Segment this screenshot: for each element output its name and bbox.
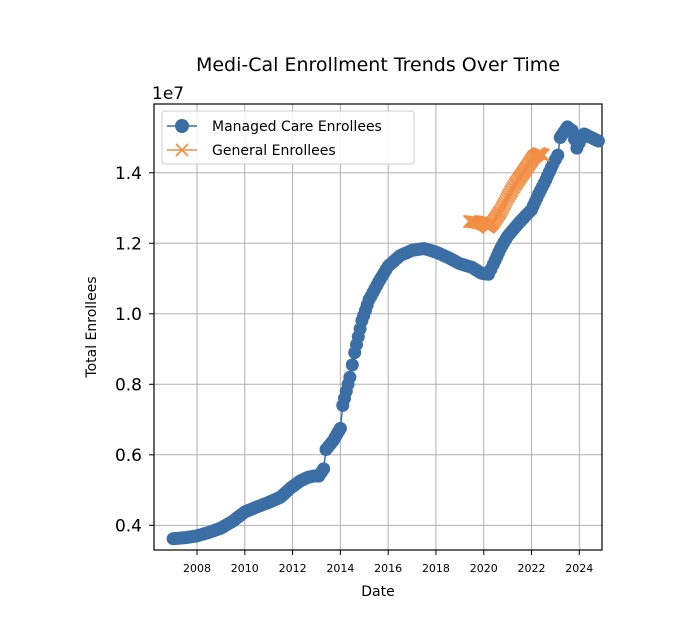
- x-tick-label: 2024: [565, 562, 593, 575]
- x-tick-label: 2020: [470, 562, 498, 575]
- legend-box: [161, 110, 415, 165]
- legend-marker-x: [175, 143, 189, 157]
- x-tick-label: 2014: [326, 562, 354, 575]
- x-tick-label: 2016: [374, 562, 402, 575]
- general-point: [536, 148, 551, 162]
- legend-label-managed-care: Managed Care Enrollees: [212, 119, 382, 135]
- series-managed-care: [166, 120, 605, 546]
- x-axis-label: Date: [361, 584, 394, 600]
- tick-labels: 2008 2010 2012 2014 2016 2018 2020 2022 2024 0.4 0…: [115, 164, 593, 575]
- managed-care-point: [591, 134, 605, 148]
- series-layer: [166, 120, 605, 546]
- series-general: [462, 146, 551, 234]
- y-tick-label: 1.4: [115, 164, 142, 184]
- x-tick-label: 2010: [231, 562, 259, 575]
- legend-label-general: General Enrollees: [212, 143, 336, 159]
- plot-area-border: [153, 103, 603, 551]
- managed-care-point: [333, 421, 347, 435]
- legend-item-managed-care: Managed Care Enrollees: [167, 119, 382, 135]
- grid-lines: [154, 104, 602, 550]
- chart-title: Medi-Cal Enrollment Trends Over Time: [196, 54, 560, 76]
- tick-marks: [149, 172, 580, 555]
- x-tick-label: 2008: [183, 562, 211, 575]
- legend-marker-circle: [175, 119, 189, 133]
- y-axis-offset-label: 1e7: [152, 84, 184, 104]
- x-tick-label: 2022: [518, 562, 546, 575]
- x-tick-label: 2012: [279, 562, 307, 575]
- managed-care-point: [317, 462, 331, 476]
- y-tick-label: 1.2: [115, 234, 142, 254]
- y-tick-label: 0.6: [115, 446, 142, 466]
- legend-item-general: General Enrollees: [167, 143, 336, 159]
- x-tick-label: 2018: [422, 562, 450, 575]
- legend: Managed Care Enrollees General Enrollees: [161, 110, 415, 165]
- y-axis-label: Total Enrollees: [84, 276, 100, 378]
- y-tick-label: 0.8: [115, 375, 142, 395]
- managed-care-point: [345, 358, 359, 372]
- managed-care-point: [551, 148, 565, 162]
- y-tick-label: 0.4: [115, 516, 142, 536]
- y-tick-label: 1.0: [115, 305, 142, 325]
- managed-care-point: [343, 370, 357, 384]
